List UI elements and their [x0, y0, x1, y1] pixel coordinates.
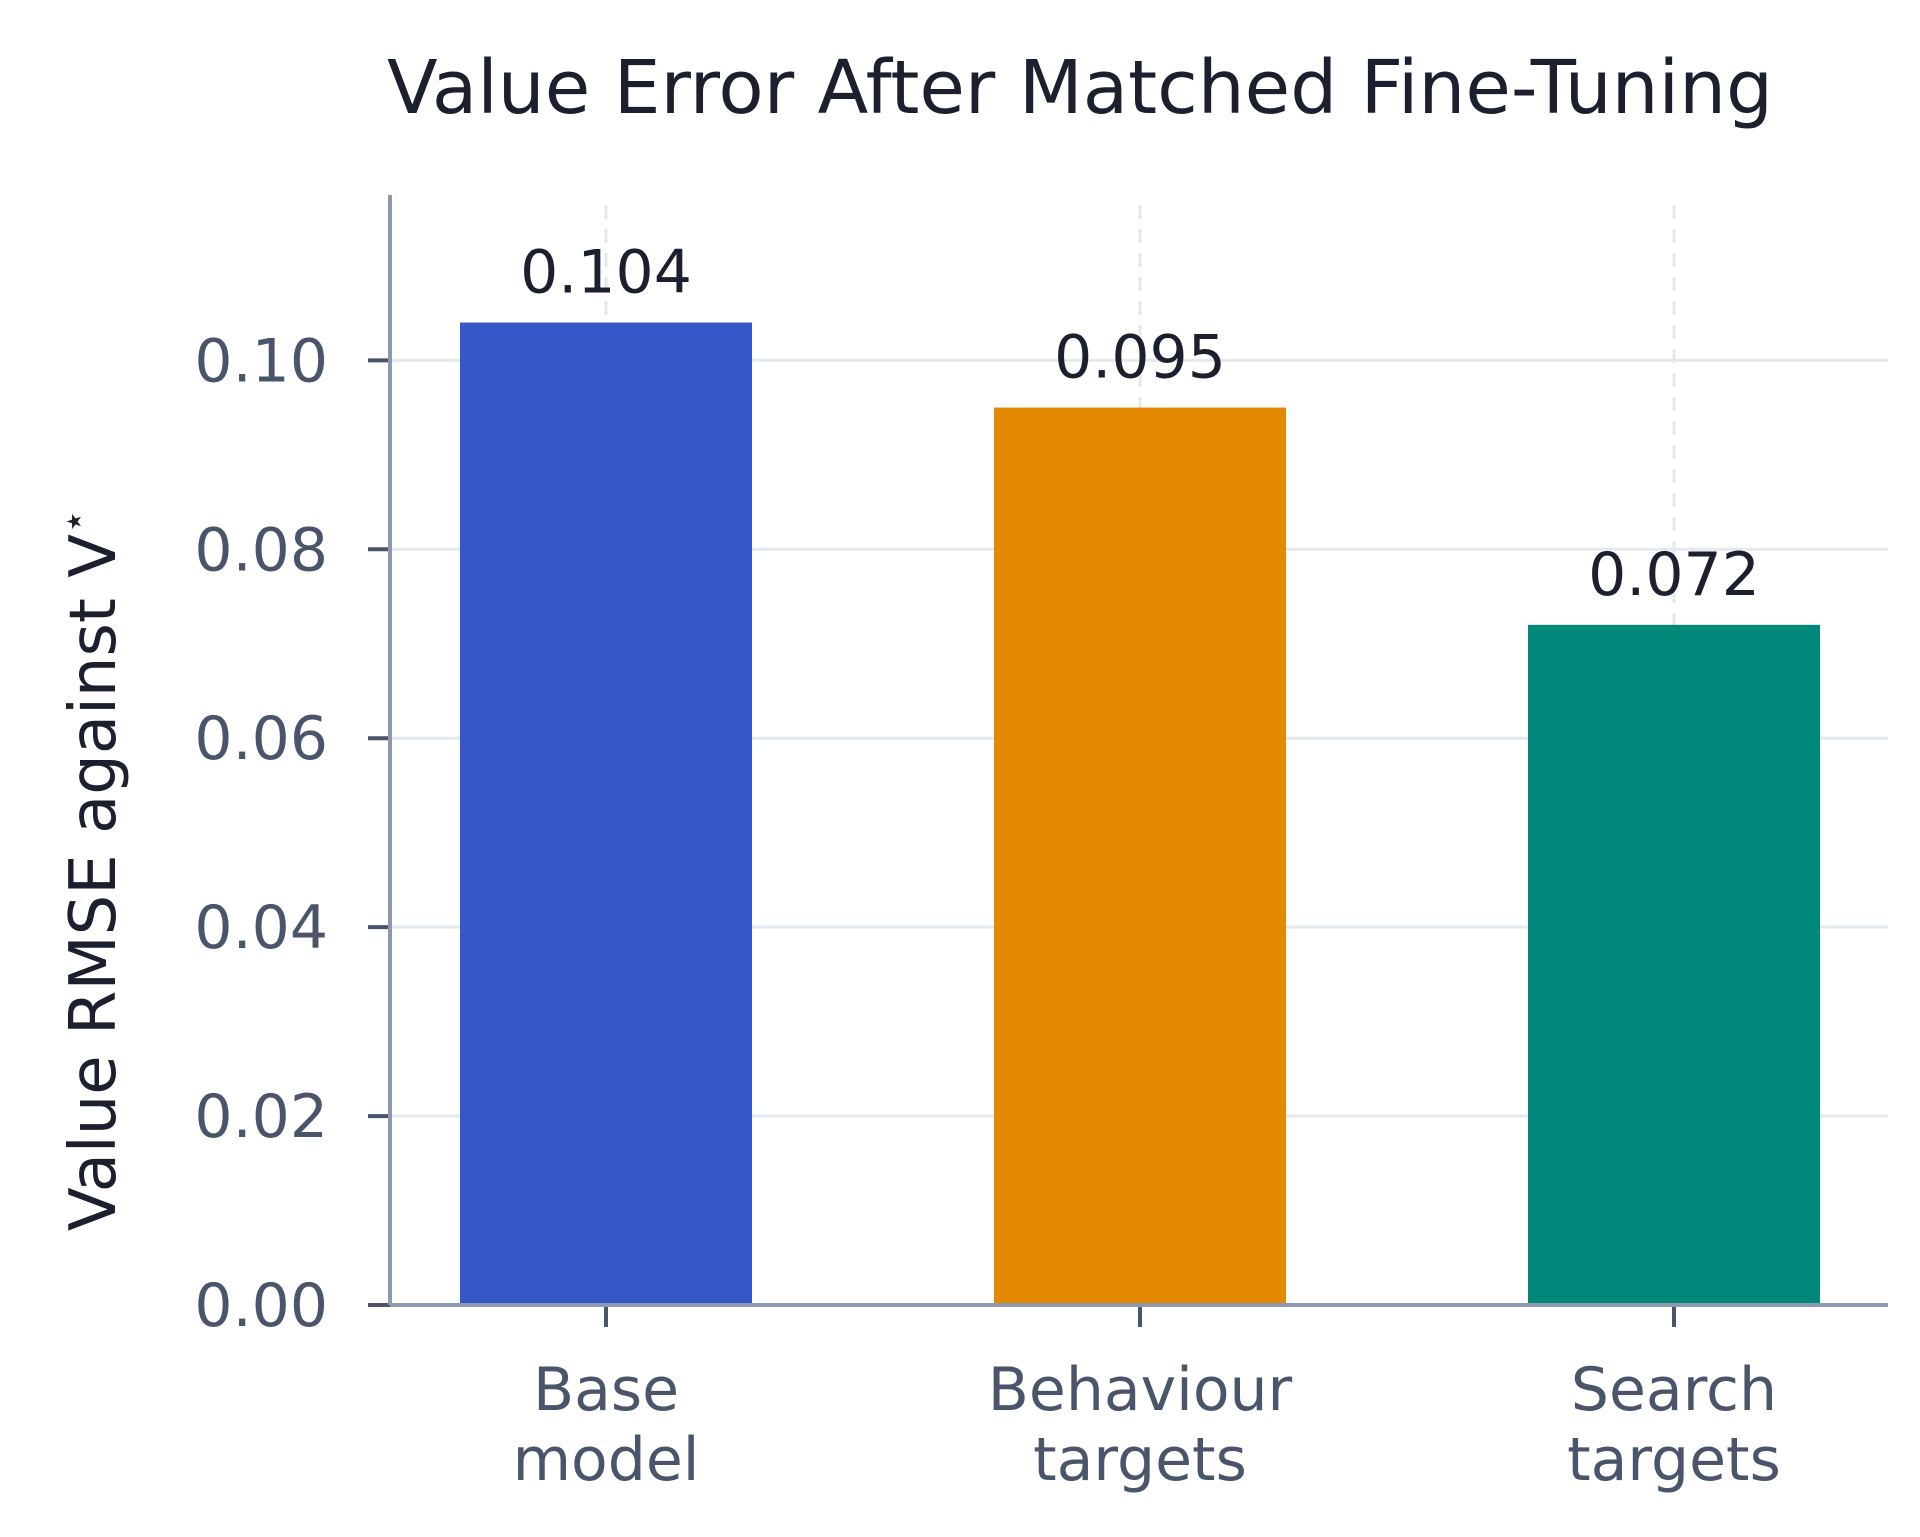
- x-tick-label: targets: [1567, 1425, 1781, 1495]
- bar-value-label: 0.095: [1054, 323, 1226, 393]
- x-tick-label: Search: [1571, 1355, 1777, 1425]
- axis-layer: [368, 195, 1888, 1327]
- x-tick-label: targets: [1033, 1425, 1247, 1495]
- y-axis-label-text: Value RMSE against V: [57, 534, 131, 1231]
- bar-value-label: 0.072: [1588, 540, 1760, 610]
- y-tick-label: 0.02: [194, 1082, 328, 1152]
- y-tick-label: 0.04: [194, 893, 328, 963]
- bar: [994, 407, 1286, 1305]
- y-tick-label: 0.06: [194, 704, 328, 774]
- y-axis-label-superscript: ⋆: [51, 509, 97, 534]
- bar: [1528, 624, 1820, 1305]
- y-axis-label: Value RMSE against V⋆: [51, 509, 131, 1231]
- x-tick-label: Base: [533, 1355, 679, 1425]
- bar-value-label: 0.104: [520, 238, 692, 308]
- chart-title: Value Error After Matched Fine-Tuning: [387, 45, 1773, 131]
- x-tick-label: model: [513, 1425, 700, 1495]
- y-tick-label: 0.10: [194, 326, 328, 396]
- bar-layer: [460, 322, 1820, 1305]
- y-tick-label: 0.00: [194, 1271, 328, 1341]
- bar: [460, 322, 752, 1305]
- x-tick-label: Behaviour: [988, 1355, 1293, 1425]
- y-tick-label: 0.08: [194, 515, 328, 585]
